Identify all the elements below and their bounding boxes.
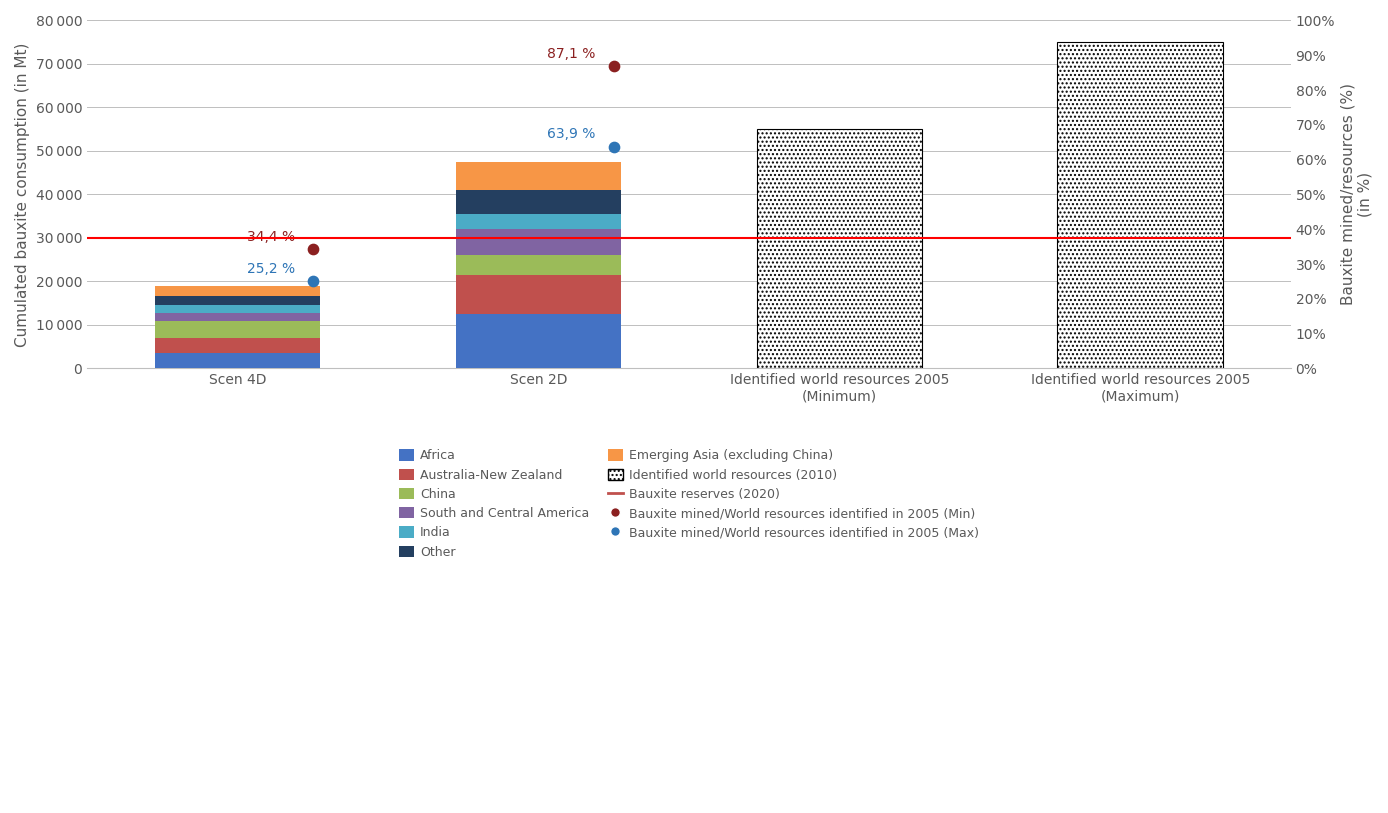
Text: 34,4 %: 34,4 % — [247, 229, 294, 244]
Bar — [455, 229, 622, 255]
Bar — [154, 286, 321, 296]
Point — [301, 242, 323, 255]
Point — [301, 275, 323, 288]
Bar — [154, 305, 321, 313]
Bar — [455, 275, 622, 314]
Bar — [154, 338, 321, 353]
Bar — [1058, 42, 1223, 368]
Point — [602, 140, 625, 153]
Text: 63,9 %: 63,9 % — [547, 128, 595, 141]
Y-axis label: Cumulated bauxite consumption (in Mt): Cumulated bauxite consumption (in Mt) — [15, 42, 31, 346]
Bar — [455, 162, 622, 190]
Point — [602, 59, 625, 72]
Y-axis label: Bauxite mined/resources (%)
(in %): Bauxite mined/resources (%) (in %) — [1341, 84, 1373, 306]
Bar — [154, 313, 321, 321]
Bar — [154, 296, 321, 305]
Text: 25,2 %: 25,2 % — [247, 263, 294, 276]
Bar — [455, 214, 622, 229]
Bar — [455, 190, 622, 214]
Legend: Africa, Australia-New Zealand, China, South and Central America, India, Other, E: Africa, Australia-New Zealand, China, So… — [394, 444, 984, 563]
Text: 87,1 %: 87,1 % — [547, 47, 595, 61]
Bar — [455, 255, 622, 275]
Bar — [756, 129, 922, 368]
Bar — [154, 321, 321, 338]
Bar — [154, 353, 321, 368]
Bar — [455, 314, 622, 368]
